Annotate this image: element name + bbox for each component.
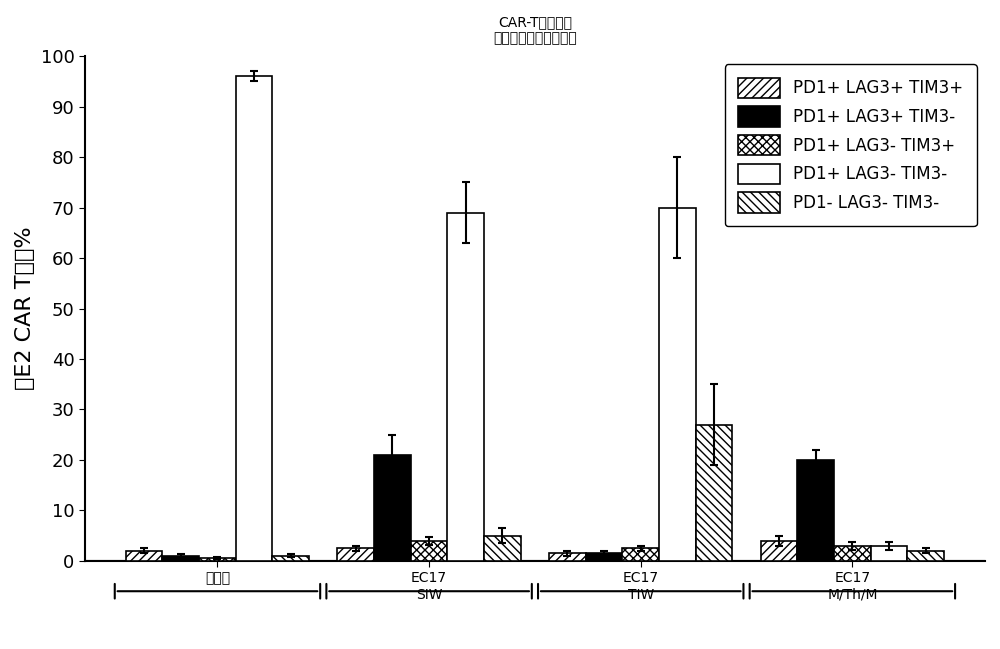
Bar [272, 556, 309, 561]
Bar [447, 213, 484, 561]
Bar [871, 546, 907, 561]
Bar [199, 558, 236, 561]
Bar [337, 548, 374, 561]
Bar [484, 535, 521, 561]
Bar [696, 424, 732, 561]
Bar [162, 556, 199, 561]
Y-axis label: 总E2 CAR T细胞%: 总E2 CAR T细胞% [15, 227, 35, 390]
Bar [126, 551, 162, 561]
Bar [622, 548, 659, 561]
Bar [374, 455, 411, 561]
Legend: PD1+ LAG3+ TIM3+, PD1+ LAG3+ TIM3-, PD1+ LAG3- TIM3+, PD1+ LAG3- TIM3-, PD1- LAG: PD1+ LAG3+ TIM3+, PD1+ LAG3+ TIM3-, PD1+… [725, 64, 977, 226]
Bar [834, 546, 871, 561]
Bar [586, 554, 622, 561]
Title: CAR-T细胞表型
（在肝脏肿瘤转移内）: CAR-T细胞表型 （在肝脏肿瘤转移内） [493, 15, 577, 45]
Bar [659, 208, 696, 561]
Bar [797, 460, 834, 561]
Bar [236, 77, 272, 561]
Bar [761, 541, 797, 561]
Bar [907, 551, 944, 561]
Bar [411, 541, 447, 561]
Bar [549, 554, 586, 561]
